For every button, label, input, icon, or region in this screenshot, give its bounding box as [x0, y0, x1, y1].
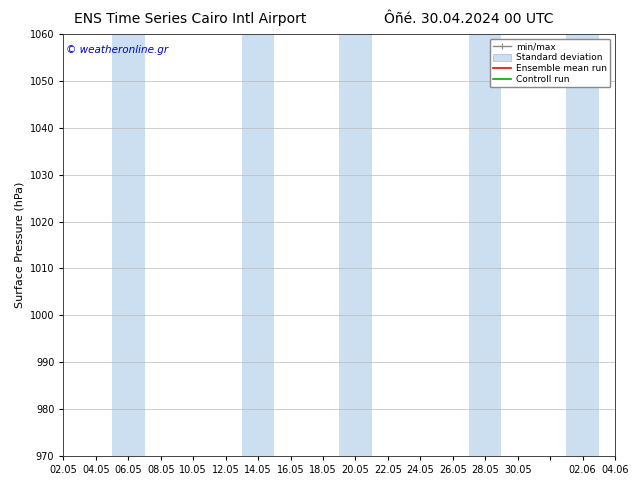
Y-axis label: Surface Pressure (hPa): Surface Pressure (hPa) [14, 182, 24, 308]
Bar [339, 34, 372, 456]
Bar [112, 34, 145, 456]
Text: ENS Time Series Cairo Intl Airport: ENS Time Series Cairo Intl Airport [74, 12, 306, 26]
Text: © weatheronline.gr: © weatheronline.gr [66, 45, 168, 55]
Bar [242, 34, 275, 456]
Text: Ôñé. 30.04.2024 00 UTC: Ôñé. 30.04.2024 00 UTC [384, 12, 554, 26]
Legend: min/max, Standard deviation, Ensemble mean run, Controll run: min/max, Standard deviation, Ensemble me… [489, 39, 611, 87]
Bar [469, 34, 501, 456]
Bar [566, 34, 598, 456]
